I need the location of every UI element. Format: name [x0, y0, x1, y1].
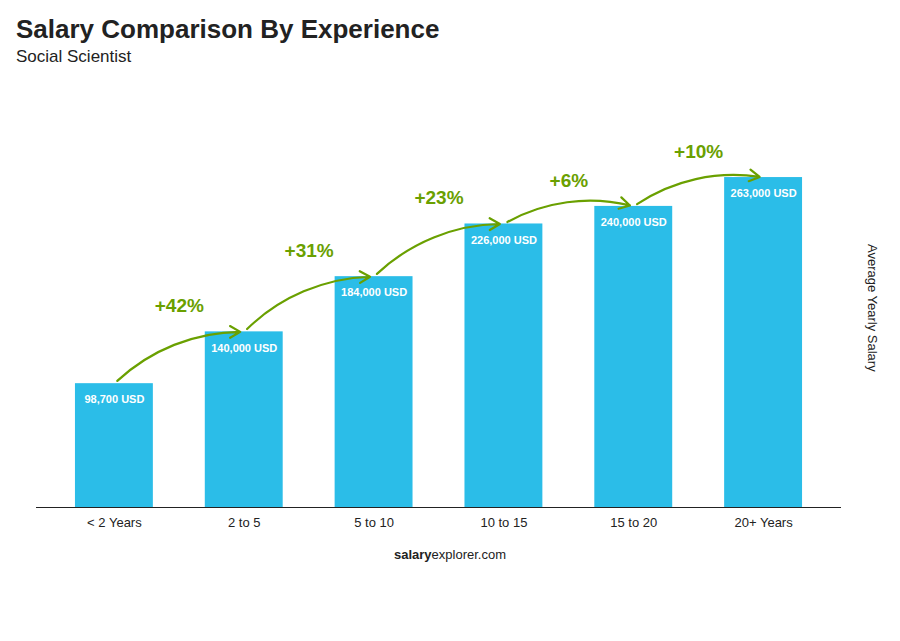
svg-text:+23%: +23%: [414, 187, 463, 208]
svg-text:263,000 USD: 263,000 USD: [731, 187, 797, 199]
html-text:Average Yearly Salary: Average Yearly Salary: [865, 244, 880, 372]
svg-text:15 to 20: 15 to 20: [610, 515, 657, 530]
svg-text:20+ Years: 20+ Years: [734, 515, 793, 530]
svg-text:+42%: +42%: [155, 295, 204, 316]
svg-text:226,000 USD: 226,000 USD: [471, 234, 537, 246]
svg-text:5 to 10: 5 to 10: [354, 515, 394, 530]
svg-text:140,000 USD: 140,000 USD: [211, 342, 277, 354]
svg-text:240,000 USD: 240,000 USD: [601, 216, 667, 228]
svg-text:184,000 USD: 184,000 USD: [341, 286, 407, 298]
html-text:salary explorer.com: salary explorer.com: [394, 547, 506, 562]
svg-text:10 to 15: 10 to 15: [480, 515, 527, 530]
svg-text:< 2 Years: < 2 Years: [87, 515, 142, 530]
svg-text:+10%: +10%: [674, 141, 723, 162]
svg-text:98,700 USD: 98,700 USD: [84, 393, 144, 405]
svg-text:2 to 5: 2 to 5: [228, 515, 261, 530]
html-text:Salary Comparison By Experienc: Salary Comparison By Experience: [16, 14, 440, 44]
svg-text:+6%: +6%: [550, 169, 589, 190]
html-text:Social Scientist: Social Scientist: [16, 47, 132, 66]
svg-text:+31%: +31%: [285, 240, 334, 261]
